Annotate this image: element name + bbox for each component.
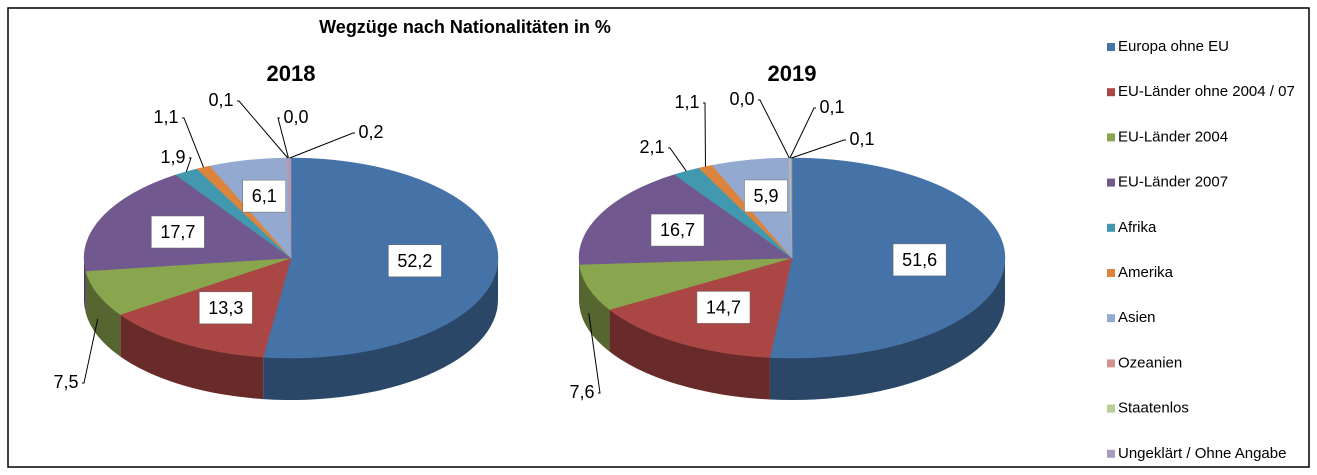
pie-slice: [769, 157, 1006, 359]
leader-line: [185, 157, 192, 172]
data-label: 0,0: [283, 107, 308, 127]
label-box: [892, 243, 947, 277]
pie-side: [579, 264, 610, 352]
pie-slice: [262, 157, 499, 359]
data-label: 1,1: [674, 92, 699, 112]
pie-slice: [85, 257, 292, 315]
leader-line: [668, 147, 687, 172]
legend-label: Afrika: [1118, 219, 1157, 236]
leader-line: [758, 99, 790, 159]
label-box: [151, 215, 205, 249]
data-label: 17,7: [160, 222, 195, 242]
legend-swatch: [1107, 133, 1115, 142]
pie-side: [84, 258, 86, 313]
label-box: [744, 179, 788, 213]
pie-side: [120, 314, 264, 400]
legend-label: Ungeklärt / Ohne Angabe: [1118, 445, 1286, 462]
legend-label: Asien: [1118, 309, 1156, 326]
legend-swatch: [1107, 359, 1115, 368]
legend-label: Amerika: [1118, 264, 1174, 281]
data-label: 5,9: [753, 186, 778, 206]
pie-side: [85, 270, 121, 357]
data-label: 16,7: [660, 220, 695, 240]
legend-swatch: [1107, 269, 1115, 277]
data-label: 1,9: [160, 147, 185, 167]
chart-title: Wegzüge nach Nationalitäten in %: [319, 17, 611, 37]
legend-swatch: [1107, 43, 1115, 51]
label-box: [650, 213, 705, 247]
data-label: 0,0: [729, 89, 754, 109]
data-label: 7,5: [53, 372, 78, 392]
pie-title: 2019: [768, 61, 817, 86]
label-box: [242, 179, 286, 213]
pie-side: [769, 258, 1005, 401]
leader-line: [182, 117, 204, 168]
leader-line: [789, 107, 816, 159]
legend-swatch: [1107, 404, 1115, 413]
label-box: [199, 291, 253, 325]
data-label: 0,1: [819, 97, 844, 117]
label-box: [696, 291, 751, 324]
data-label: 0,1: [849, 129, 874, 149]
leader-line: [703, 102, 706, 167]
legend-swatch: [1107, 223, 1115, 232]
legend-label: EU-Länder ohne 2004 / 07: [1118, 83, 1295, 100]
data-label: 7,6: [569, 382, 594, 402]
legend-label: Europa ohne EU: [1118, 38, 1229, 55]
pie-title: 2018: [267, 61, 316, 86]
legend-swatch: [1107, 178, 1115, 187]
pie-side: [609, 309, 770, 400]
legend-swatch: [1107, 88, 1115, 97]
leader-line: [277, 117, 289, 159]
data-label: 2,1: [639, 137, 664, 157]
data-label: 6,1: [252, 186, 277, 206]
data-label: 0,1: [208, 90, 233, 110]
data-label: 1,1: [153, 107, 178, 127]
leader-line: [82, 318, 99, 384]
data-label: 52,2: [397, 251, 432, 271]
label-box: [388, 244, 442, 278]
legend-label: Ozeanien: [1118, 354, 1182, 371]
legend-swatch: [1107, 449, 1115, 458]
leader-line: [791, 139, 846, 159]
leader-line: [588, 313, 601, 394]
data-label: 13,3: [208, 298, 243, 318]
data-label: 0,2: [358, 122, 383, 142]
legend-label: EU-Länder 2007: [1118, 174, 1228, 191]
leader-line: [289, 132, 355, 159]
legend-swatch: [1107, 314, 1115, 323]
data-label: 51,6: [902, 250, 937, 270]
leader-line: [237, 100, 289, 159]
legend-label: EU-Länder 2004: [1118, 128, 1228, 145]
data-label: 14,7: [706, 297, 741, 317]
pie-slice: [579, 257, 793, 310]
legend-label: Staatenlos: [1118, 400, 1189, 417]
pie-side: [263, 258, 498, 400]
